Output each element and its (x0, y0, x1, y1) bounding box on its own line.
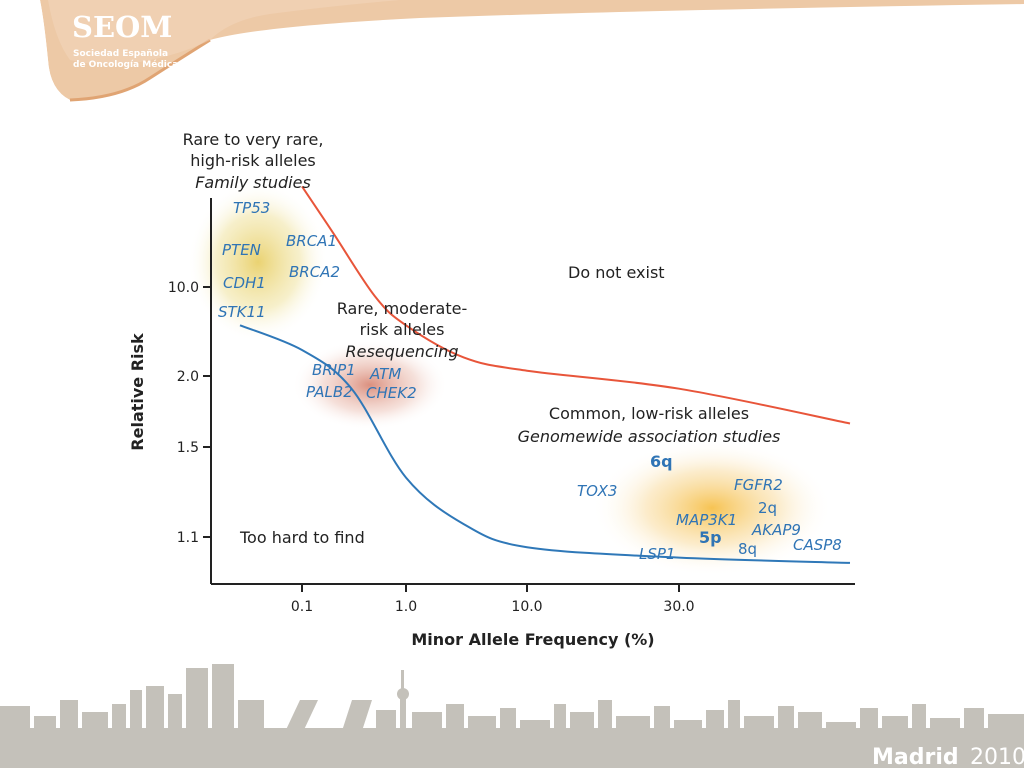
x-axis-title: Minor Allele Frequency (%) (411, 630, 654, 649)
gene-label-chek2: CHEK2 (366, 384, 417, 402)
y-tick-label: 1.1 (177, 530, 199, 546)
footer-year: 2010 (970, 745, 1024, 768)
upper-boundary-curve (301, 185, 851, 425)
header-band (0, 0, 1024, 102)
x-tick-label: 1.0 (395, 599, 417, 615)
gene-label-map3k1: MAP3K1 (676, 511, 737, 529)
high-risk-heading-line2: high-risk alleles (190, 151, 316, 170)
gene-label-cdh1: CDH1 (223, 274, 266, 292)
gene-label-tp53: TP53 (233, 199, 270, 217)
y-tick-label: 2.0 (177, 369, 199, 385)
y-tick-label: 1.5 (177, 440, 199, 456)
gene-label-fgfr2: FGFR2 (734, 476, 783, 494)
gene-label-brip1: BRIP1 (312, 361, 356, 379)
logo-title: SEOM (72, 10, 172, 44)
gene-label-brca2: BRCA2 (289, 263, 340, 281)
gene-label-tox3: TOX3 (577, 482, 617, 500)
moderate-risk-method: Resequencing (346, 342, 459, 361)
gene-label-lsp1: LSP1 (639, 545, 675, 563)
logo-subtitle-line2: de Oncología Médica (73, 59, 178, 70)
high-risk-method: Family studies (195, 173, 311, 192)
madrid-skyline (0, 664, 1024, 768)
gene-label-6q: 6q (650, 452, 673, 471)
gene-label-5p: 5p (699, 528, 722, 547)
gene-label-stk11: STK11 (218, 303, 266, 321)
y-axis-title: Relative Risk (128, 333, 147, 451)
moderate-risk-heading-line1: Rare, moderate- (337, 299, 467, 318)
gene-label-casp8: CASP8 (793, 536, 842, 554)
y-tick-label: 10.0 (168, 280, 199, 296)
gene-label-akap9: AKAP9 (751, 521, 801, 539)
x-tick-label: 0.1 (291, 599, 313, 615)
too-hard-to-find-label: Too hard to find (239, 528, 365, 547)
gene-label-2q: 2q (758, 499, 777, 517)
gene-label-palb2: PALB2 (306, 383, 353, 401)
gene-label-pten: PTEN (222, 241, 261, 259)
lower-boundary-curve (239, 324, 851, 564)
x-tick-label: 30.0 (663, 599, 694, 615)
logo-subtitle-line1: Sociedad Española (73, 49, 168, 59)
high-risk-heading-line1: Rare to very rare, (183, 130, 324, 149)
gene-label-brca1: BRCA1 (286, 232, 337, 250)
moderate-risk-heading-line2: risk alleles (360, 320, 445, 339)
do-not-exist-label: Do not exist (568, 263, 665, 282)
high-risk-glow (188, 182, 328, 342)
low-risk-heading: Common, low-risk alleles (549, 404, 749, 423)
low-risk-glow (592, 440, 832, 576)
low-risk-method: Genomewide association studies (518, 427, 781, 446)
gene-label-atm: ATM (369, 365, 401, 383)
x-tick-label: 10.0 (511, 599, 542, 615)
gene-label-8q: 8q (738, 540, 757, 558)
footer-city: Madrid (872, 745, 959, 768)
moderate-risk-glow (292, 340, 448, 430)
